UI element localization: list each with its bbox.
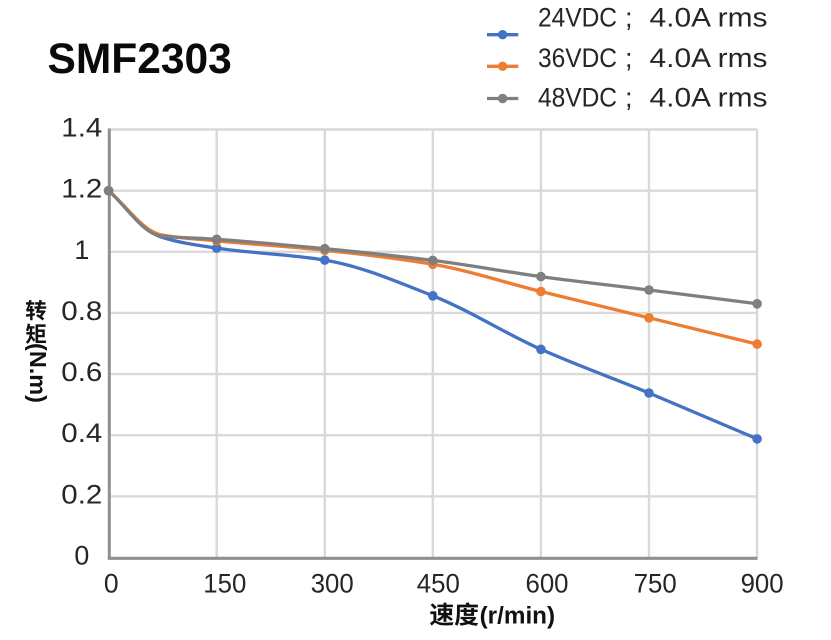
svg-text:(N.m): (N.m) — [25, 343, 51, 403]
svg-text:600: 600 — [526, 569, 569, 599]
svg-text:36VDC;4.0A rms: 36VDC; 4.0A rms — [538, 43, 768, 73]
svg-text:900: 900 — [741, 569, 784, 599]
svg-text:0: 0 — [74, 541, 89, 571]
svg-text:0: 0 — [104, 569, 119, 599]
svg-text:450: 450 — [417, 569, 460, 599]
svg-text:750: 750 — [634, 569, 677, 599]
svg-text:(r/min): (r/min) — [480, 603, 555, 630]
svg-text:1: 1 — [74, 235, 89, 265]
svg-text:1.2: 1.2 — [61, 174, 102, 204]
svg-text:48VDC;4.0A rms: 48VDC; 4.0A rms — [538, 83, 768, 113]
svg-text:150: 150 — [203, 569, 246, 599]
svg-text:300: 300 — [311, 569, 354, 599]
svg-text:1.4: 1.4 — [61, 113, 102, 143]
svg-text:0.4: 0.4 — [61, 418, 102, 448]
svg-text:SMF2303: SMF2303 — [48, 36, 232, 83]
svg-text:0.8: 0.8 — [61, 296, 102, 326]
svg-text:0.6: 0.6 — [61, 357, 102, 387]
svg-text:24VDC;4.0A rms: 24VDC; 4.0A rms — [538, 3, 768, 33]
svg-text:0.2: 0.2 — [61, 479, 102, 509]
